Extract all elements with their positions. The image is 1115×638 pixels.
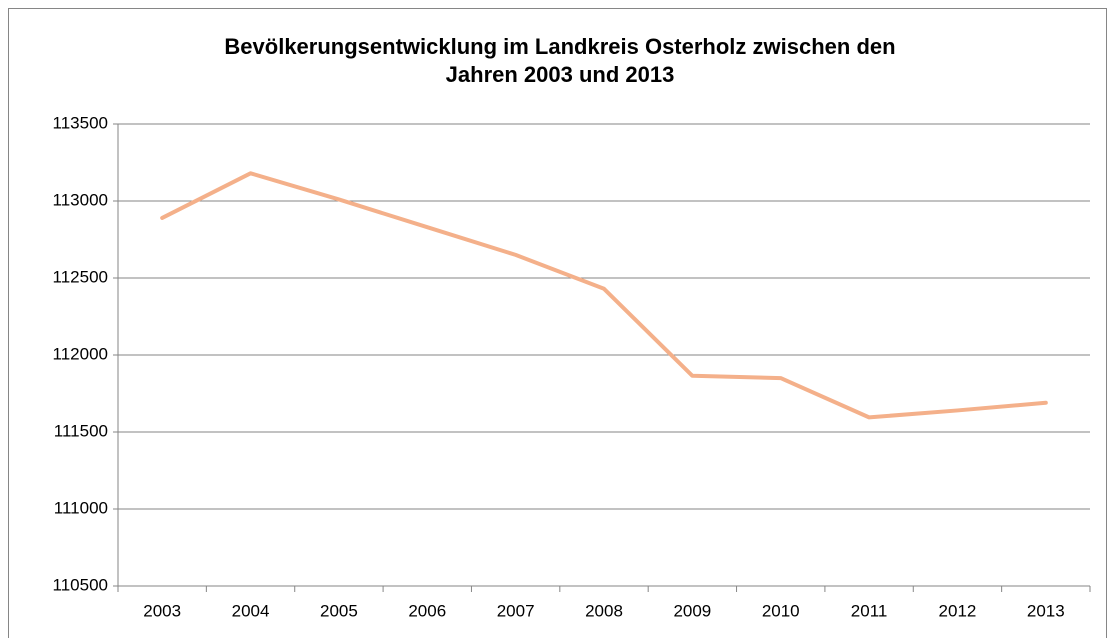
y-tick-label: 110500 (53, 575, 108, 594)
chart-frame (8, 8, 1107, 638)
x-tick-label: 2011 (851, 601, 888, 620)
y-tick-label: 111000 (54, 498, 108, 517)
x-tick-label: 2006 (408, 601, 446, 620)
y-tick-label: 112000 (53, 344, 108, 363)
chart-title: Bevölkerungsentwicklung im Landkreis Ost… (224, 34, 895, 59)
x-tick-label: 2012 (939, 601, 977, 620)
x-tick-label: 2008 (585, 601, 623, 620)
y-tick-label: 111500 (54, 421, 108, 440)
y-tick-label: 112500 (53, 267, 108, 286)
x-tick-label: 2013 (1027, 601, 1065, 620)
x-tick-label: 2009 (673, 601, 711, 620)
x-tick-label: 2005 (320, 601, 358, 620)
x-tick-label: 2007 (497, 601, 535, 620)
data-line (160, 171, 1048, 420)
x-tick-label: 2003 (143, 601, 181, 620)
chart-title: Jahren 2003 und 2013 (446, 62, 675, 87)
x-tick-label: 2010 (762, 601, 800, 620)
y-tick-label: 113500 (53, 113, 108, 132)
x-tick-label: 2004 (232, 601, 270, 620)
y-tick-label: 113000 (53, 190, 108, 209)
